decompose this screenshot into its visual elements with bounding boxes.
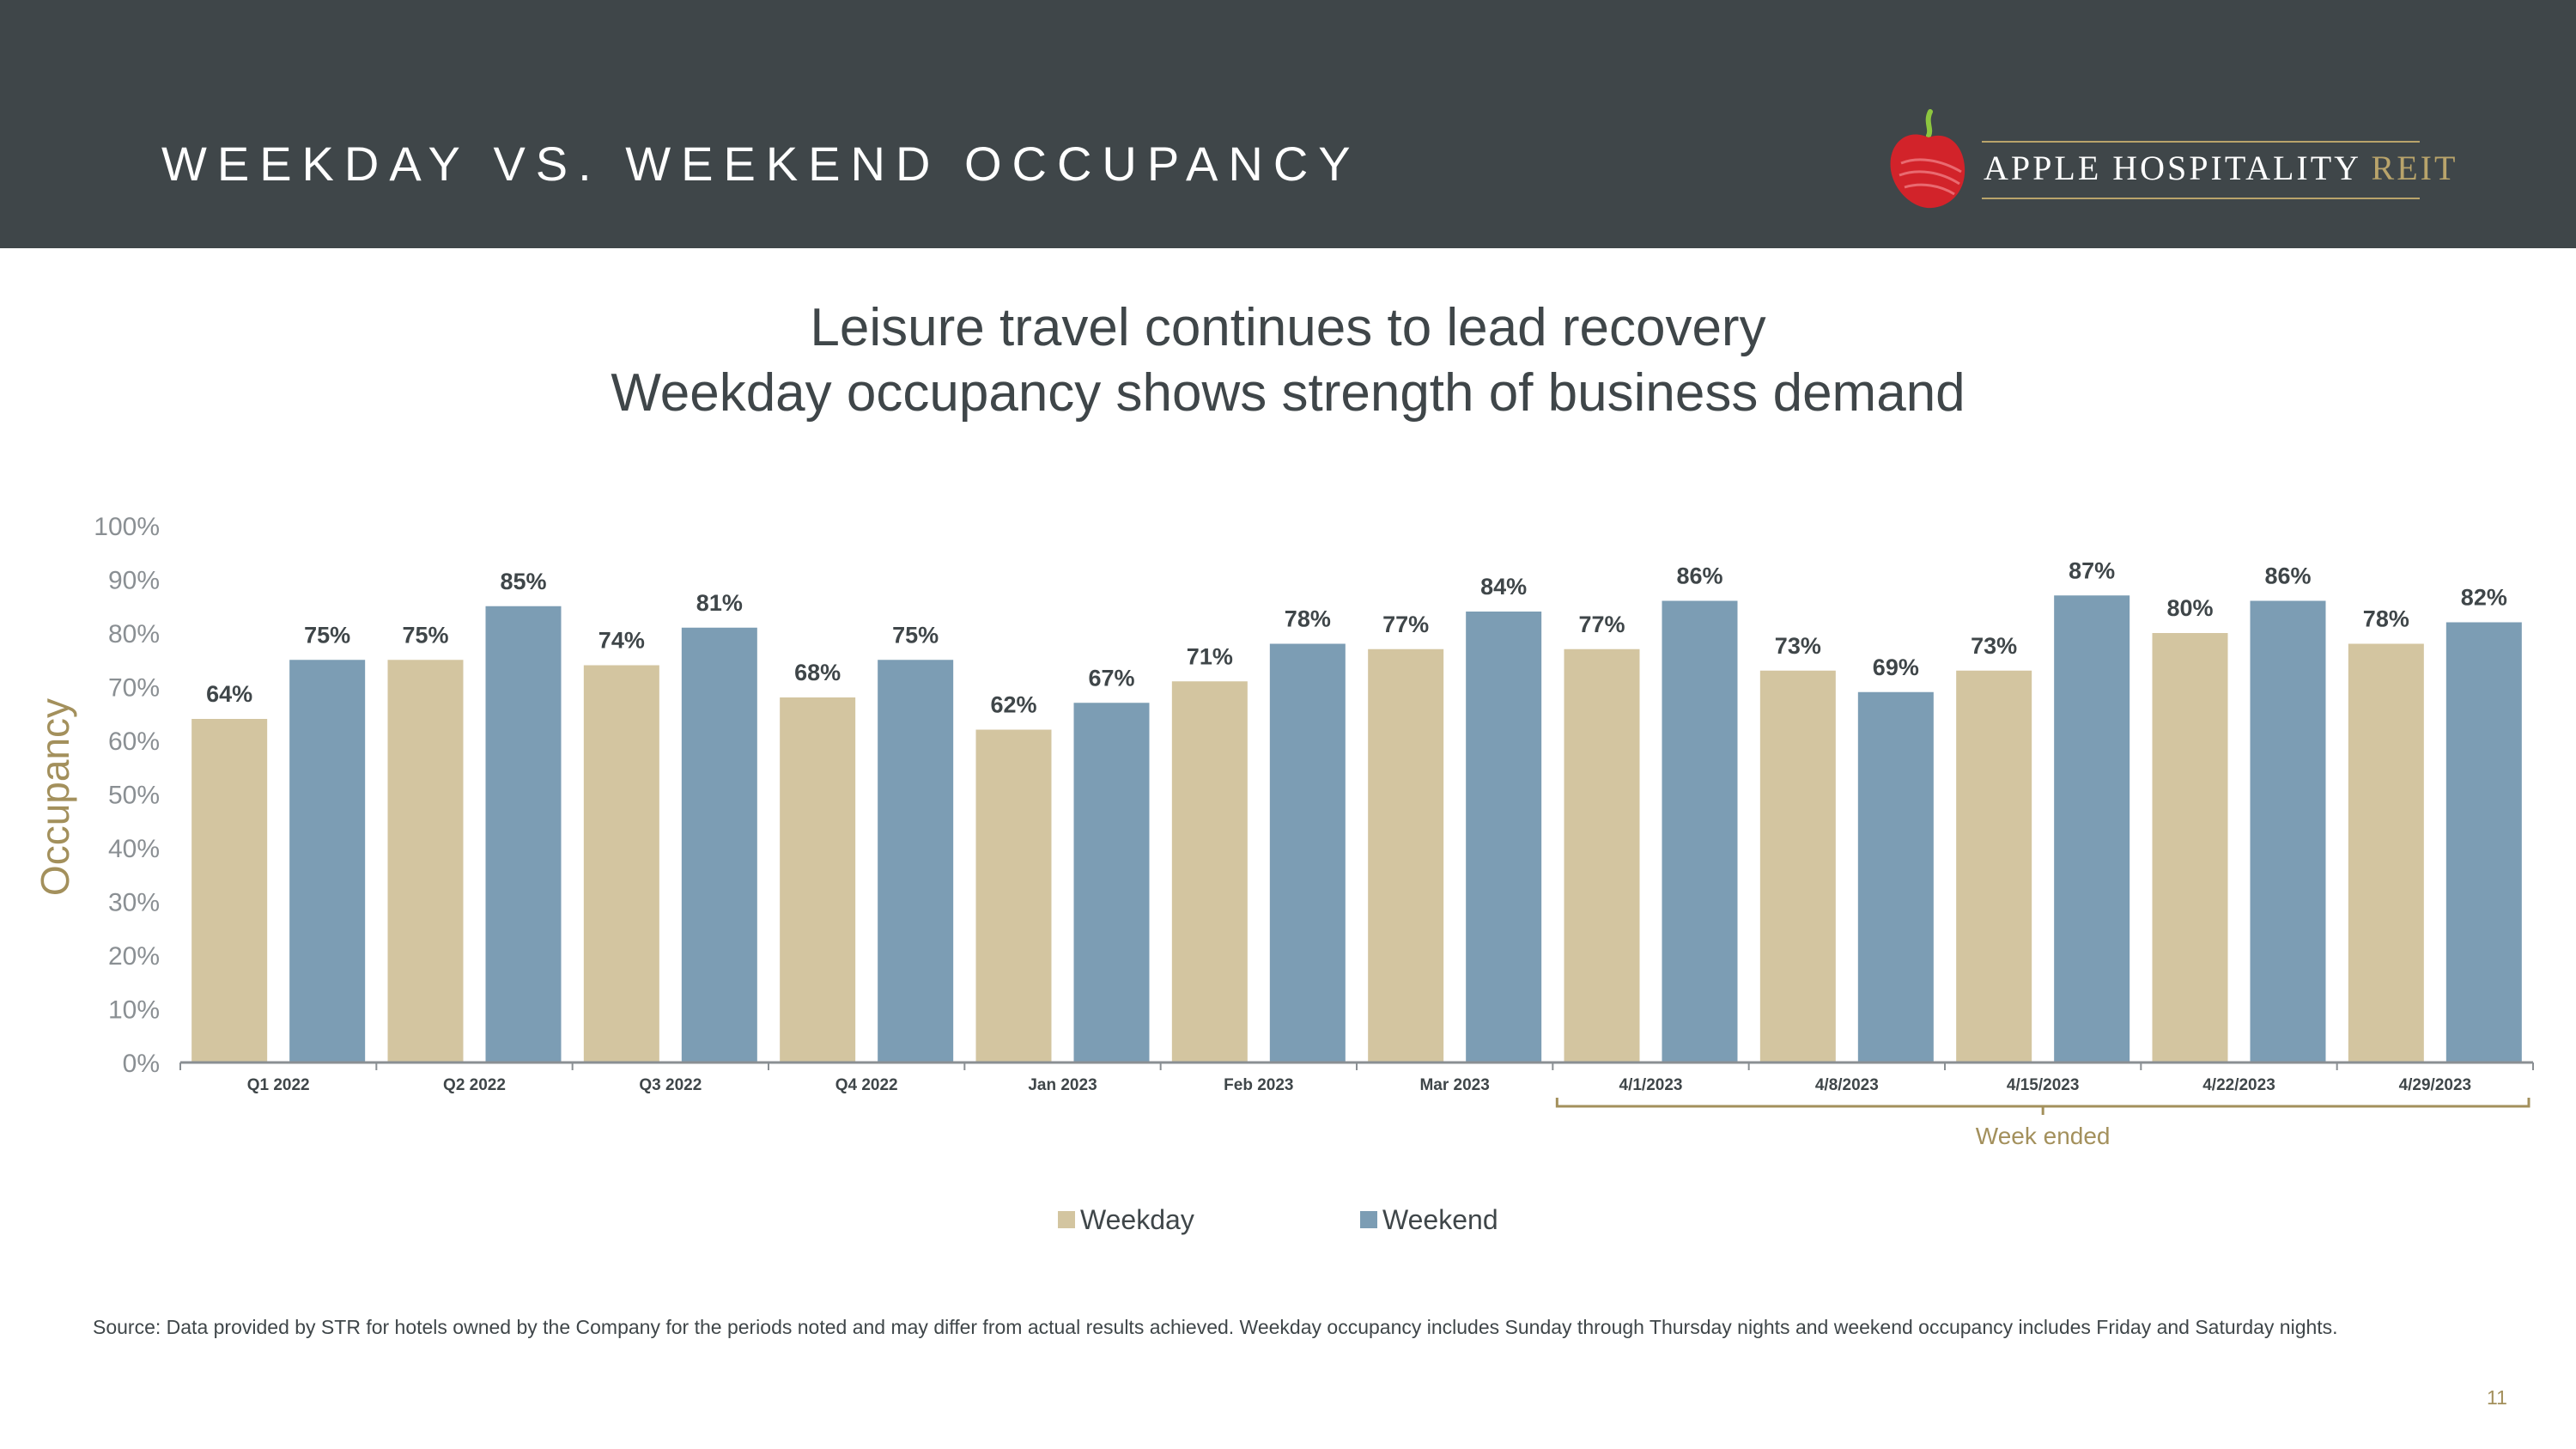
weekend-data-label: 85%	[500, 569, 546, 594]
weekday-bar	[583, 665, 659, 1062]
x-tick-label: Q2 2022	[443, 1076, 506, 1094]
weekend-data-label: 86%	[2264, 563, 2311, 589]
legend-weekend: Weekend	[1360, 1204, 1498, 1236]
weekday-data-label: 77%	[1382, 612, 1429, 637]
x-tick-label: Mar 2023	[1419, 1076, 1489, 1094]
weekend-bar	[2054, 595, 2130, 1062]
subtitle-line-2: Weekday occupancy shows strength of busi…	[611, 363, 1965, 423]
company-logo: APPLE HOSPITALITY REIT	[1880, 103, 2455, 215]
x-tick-label: 4/1/2023	[1619, 1076, 1683, 1094]
weekday-bar	[1564, 648, 1640, 1062]
weekday-bar	[1956, 670, 2032, 1062]
x-tick-label: 4/15/2023	[2007, 1076, 2080, 1094]
y-tick-label: 0%	[123, 1050, 160, 1078]
weekday-bar	[780, 697, 856, 1062]
weekend-bar	[1269, 643, 1346, 1062]
logo-text-main: APPLE HOSPITALITY	[1984, 149, 2360, 187]
x-tick-label: 4/29/2023	[2399, 1076, 2472, 1094]
weekday-data-label: 74%	[598, 628, 645, 654]
logo-text: APPLE HOSPITALITY REIT	[1984, 148, 2458, 188]
weekday-bar	[191, 719, 268, 1062]
weekend-data-label: 84%	[1480, 574, 1527, 600]
weekend-bar	[2445, 622, 2522, 1062]
weekday-data-label: 78%	[2363, 606, 2409, 632]
weekday-bar	[1171, 681, 1248, 1062]
y-tick-label: 40%	[108, 835, 160, 863]
x-tick-label: Q4 2022	[835, 1076, 898, 1094]
weekend-bar	[1857, 691, 1934, 1062]
weekend-bar	[1466, 612, 1542, 1062]
y-tick-label: 60%	[108, 728, 160, 756]
weekday-bar	[2348, 643, 2424, 1062]
week-ended-bracket	[1555, 1098, 2530, 1108]
weekend-data-label: 78%	[1285, 606, 1331, 632]
y-tick-label: 70%	[108, 674, 160, 703]
weekend-bar	[289, 660, 366, 1062]
subtitle-line-1: Leisure travel continues to lead recover…	[810, 298, 1766, 357]
week-ended-label: Week ended	[1976, 1123, 2111, 1149]
weekend-data-label: 67%	[1088, 665, 1134, 691]
apple-logo-icon	[1890, 109, 1965, 209]
weekend-data-label: 69%	[1873, 654, 1919, 680]
weekend-data-label: 75%	[892, 622, 939, 648]
weekday-data-label: 73%	[1971, 633, 2017, 659]
x-tick-label: Feb 2023	[1224, 1076, 1293, 1094]
weekday-bar	[1368, 648, 1444, 1062]
legend-weekday-swatch	[1058, 1210, 1075, 1228]
weekday-data-label: 68%	[794, 660, 841, 685]
x-tick-label: Jan 2023	[1028, 1076, 1097, 1094]
weekday-data-label: 80%	[2166, 595, 2213, 621]
weekday-data-label: 77%	[1578, 612, 1625, 637]
weekend-bar	[1662, 600, 1738, 1062]
legend-weekday: Weekday	[1058, 1204, 1194, 1236]
logo-rule-bottom	[1982, 198, 2420, 199]
weekend-data-label: 81%	[696, 590, 743, 616]
weekday-bar	[2152, 633, 2228, 1062]
weekend-bar	[681, 627, 757, 1062]
y-tick-label: 90%	[108, 567, 160, 595]
logo-rule-top	[1982, 141, 2420, 143]
y-tick-label: 30%	[108, 889, 160, 917]
weekend-data-label: 82%	[2461, 585, 2507, 611]
y-tick-label: 80%	[108, 620, 160, 648]
weekend-bar	[2250, 600, 2326, 1062]
weekday-bar	[387, 660, 464, 1062]
page-title: WEEKDAY VS. WEEKEND OCCUPANCY	[161, 137, 1361, 191]
header-bar: WEEKDAY VS. WEEKEND OCCUPANCY APPLE HOSP…	[0, 0, 2576, 248]
legend-weekend-label: Weekend	[1382, 1204, 1498, 1235]
y-axis-title: Occupancy	[33, 698, 77, 896]
weekday-data-label: 73%	[1775, 633, 1821, 659]
weekend-bar	[1073, 703, 1150, 1062]
y-tick-label: 20%	[108, 942, 160, 971]
occupancy-bar-chart: 0% 10% 20% 30% 40% 50% 60% 70% 80% 90% 100% Occupan…	[33, 513, 2534, 1149]
weekend-data-label: 87%	[2069, 557, 2115, 583]
x-tick-label: Q3 2022	[639, 1076, 702, 1094]
weekday-bar	[975, 729, 1052, 1062]
legend-weekend-swatch	[1360, 1210, 1377, 1228]
weekend-data-label: 75%	[304, 622, 350, 648]
weekend-data-label: 86%	[1676, 563, 1722, 589]
logo-text-accent: REIT	[2371, 149, 2458, 187]
x-tick-label: 4/8/2023	[1815, 1076, 1879, 1094]
weekday-data-label: 64%	[206, 681, 252, 707]
weekday-data-label: 71%	[1187, 643, 1233, 669]
weekday-bar	[1759, 670, 1836, 1062]
y-tick-label: 50%	[108, 782, 160, 810]
weekday-data-label: 62%	[990, 692, 1036, 718]
weekday-data-label: 75%	[402, 622, 448, 648]
source-note: Source: Data provided by STR for hotels …	[93, 1316, 2338, 1338]
x-tick-label: 4/22/2023	[2202, 1076, 2275, 1094]
x-tick-label: Q1 2022	[247, 1076, 310, 1094]
y-tick-label: 10%	[108, 996, 160, 1025]
page-number: 11	[2487, 1386, 2507, 1409]
weekend-bar	[485, 606, 562, 1062]
weekend-bar	[878, 660, 954, 1062]
y-tick-label: 100%	[94, 513, 160, 541]
legend-weekday-label: Weekday	[1080, 1204, 1194, 1235]
